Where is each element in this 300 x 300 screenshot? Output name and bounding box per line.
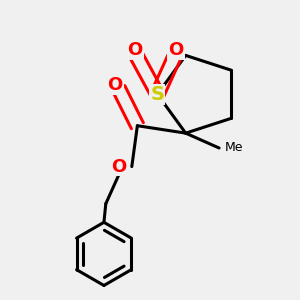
Text: Me: Me	[225, 142, 243, 154]
Text: O: O	[111, 158, 126, 175]
Text: O: O	[128, 41, 143, 59]
Text: O: O	[168, 41, 184, 59]
Text: S: S	[150, 85, 164, 104]
Text: O: O	[107, 76, 123, 94]
